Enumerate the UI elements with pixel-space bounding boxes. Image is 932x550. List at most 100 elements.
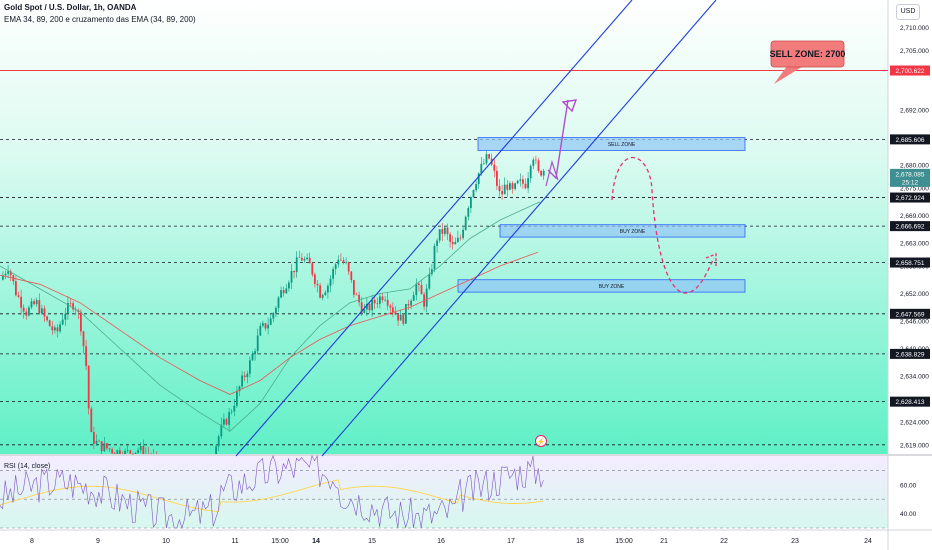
candle-body — [485, 154, 488, 164]
candle-body — [280, 290, 282, 298]
candle-body — [454, 241, 457, 245]
candle-body — [106, 443, 108, 449]
level-label-text: 2,658.751 — [896, 260, 925, 267]
channel-upper-line — [235, 0, 633, 457]
price-tick-label: 2,692.000 — [900, 108, 929, 115]
level-label-countdown: 25:12 — [902, 179, 919, 186]
candle-body — [366, 303, 368, 310]
time-axis: 8 9 10 11 15:00 14 15 16 17 18 15:00 21 22 23 24 — [30, 538, 872, 545]
candle-body — [2, 275, 4, 280]
candle-body — [80, 312, 82, 332]
candle-body — [415, 283, 418, 296]
level-label-text: 2,700.622 — [896, 68, 925, 75]
candle-body — [134, 452, 137, 454]
candle-body — [230, 411, 233, 413]
candle-body — [444, 227, 446, 234]
candle-body — [30, 301, 33, 308]
candle-body — [358, 294, 360, 303]
candle-body — [386, 299, 389, 306]
zone-label: BUY ZONE — [620, 229, 646, 235]
candle-body — [67, 302, 69, 314]
candle-body — [48, 320, 51, 327]
zone-label: BUY ZONE — [599, 284, 625, 290]
currency-button[interactable]: USD — [896, 4, 920, 20]
price-tick-label: 2,663.000 — [900, 241, 929, 248]
candle-body — [217, 436, 220, 447]
price-pane-background — [0, 0, 888, 454]
candle-body — [433, 245, 436, 270]
candle-body — [384, 299, 386, 301]
candle-body — [100, 441, 103, 452]
candle-body — [360, 302, 363, 313]
candle-body — [509, 183, 511, 190]
rsi-tick-label: 60.00 — [900, 482, 917, 489]
candle-body — [503, 184, 506, 195]
candle-body — [537, 160, 540, 171]
candle-body — [475, 184, 477, 191]
candle-body — [457, 237, 459, 242]
time-tick-label: 14 — [312, 538, 320, 545]
candle-body — [303, 259, 306, 261]
price-tick-label: 2,705.000 — [900, 48, 929, 55]
candle-body — [251, 353, 254, 361]
rsi-title: RSI (14, close) — [4, 463, 50, 470]
candle-body — [103, 443, 106, 452]
candle-body — [85, 346, 87, 366]
time-tick-label: 8 — [30, 538, 34, 545]
rsi-tick-label: 40.00 — [900, 511, 917, 518]
price-axis: 2,619.0002,624.0002,628.0002,634.0002,64… — [890, 25, 930, 449]
candle-body — [4, 273, 7, 276]
candle-body — [425, 288, 428, 307]
candle-body — [254, 351, 256, 354]
candle-body — [329, 278, 332, 286]
level-label-box — [890, 396, 930, 407]
time-tick-label: 15:00 — [271, 538, 289, 545]
level-label-text: 2,628.413 — [896, 399, 925, 406]
candle-body — [17, 295, 20, 297]
candle-body — [529, 165, 532, 179]
candle-body — [418, 283, 420, 285]
price-tick-label: 2,680.000 — [900, 163, 929, 170]
candle-body — [308, 257, 311, 264]
candle-body — [524, 183, 527, 189]
candle-body — [306, 257, 308, 260]
candle-body — [488, 154, 490, 159]
candle-body — [108, 448, 111, 450]
rsi-ma-line — [0, 479, 544, 513]
candle-body — [514, 183, 516, 189]
candle-body — [480, 163, 483, 174]
candle-body — [233, 405, 236, 412]
candle-body — [407, 304, 410, 306]
candle-body — [111, 449, 113, 454]
candle-body — [540, 170, 542, 176]
candle-body — [399, 314, 402, 321]
rsi-line — [0, 454, 544, 530]
candle-body — [314, 274, 316, 284]
candle-body — [350, 271, 353, 281]
candle-body — [462, 229, 464, 238]
candle-body — [392, 307, 394, 313]
time-tick-label: 9 — [96, 538, 100, 545]
candle-body — [69, 302, 72, 304]
candle-body — [139, 446, 142, 451]
candle-body — [272, 313, 275, 319]
candle-body — [56, 327, 59, 332]
time-tick-label: 11 — [231, 538, 238, 545]
candle-body — [493, 164, 496, 171]
candle-body — [410, 300, 412, 306]
level-label-box — [890, 348, 930, 359]
time-tick-label: 23 — [791, 538, 799, 545]
candle-body — [129, 450, 132, 454]
candle-body — [25, 311, 28, 316]
zone-label: SELL ZONE — [608, 142, 636, 148]
level-label-text: 2,685.606 — [896, 137, 925, 144]
level-label-text: 2,638.829 — [896, 351, 925, 358]
candle-body — [72, 303, 74, 310]
level-label-box — [890, 65, 930, 76]
candle-body — [295, 257, 298, 273]
candle-body — [20, 296, 22, 308]
candle-body — [371, 299, 373, 311]
candle-body — [394, 312, 397, 315]
